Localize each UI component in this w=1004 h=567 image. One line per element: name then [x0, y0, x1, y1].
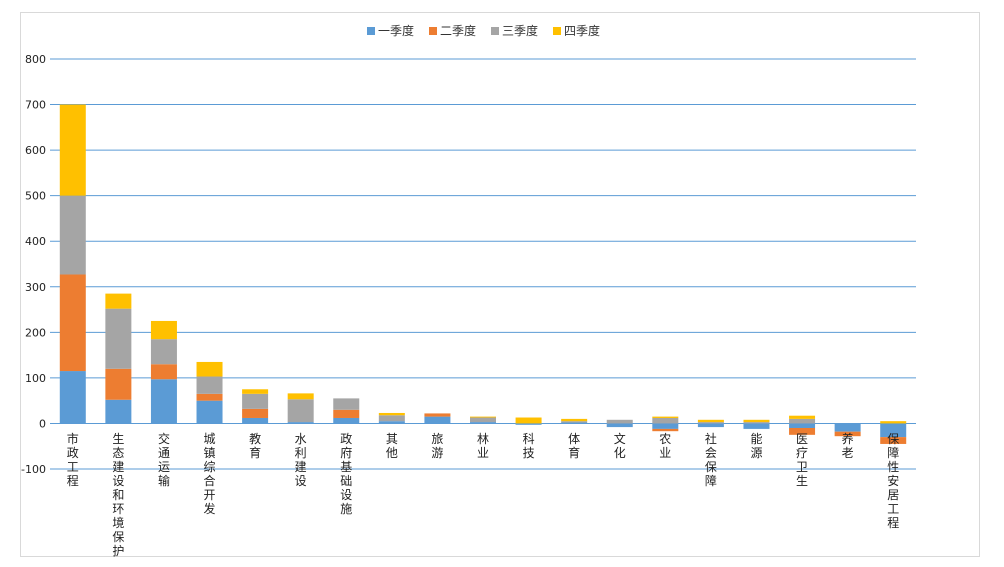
- x-category-label: 体育: [568, 432, 580, 460]
- bar-segment: [834, 423, 861, 432]
- legend-label: 三季度: [502, 23, 538, 38]
- x-category-label: 医疗卫生: [796, 432, 808, 488]
- bar-segment: [515, 423, 542, 425]
- bar-segment: [789, 423, 816, 428]
- x-category-label: 保障性安居工程: [887, 432, 899, 530]
- y-tick-label: 700: [25, 99, 46, 112]
- legend-label: 一季度: [378, 23, 414, 38]
- bar-segment: [150, 379, 177, 424]
- x-category-label: 生态建设和环境保护: [112, 432, 124, 558]
- bar-segment: [652, 423, 679, 429]
- x-category-label: 旅游: [431, 432, 443, 460]
- bar-segment: [287, 393, 314, 400]
- bar-segment: [287, 422, 314, 424]
- x-category-label: 能源: [750, 432, 762, 460]
- y-tick-label: 800: [25, 53, 46, 66]
- bar-segment: [105, 368, 132, 400]
- bar-segment: [59, 274, 86, 372]
- bar-segment: [470, 416, 496, 418]
- bar-segment: [743, 422, 770, 424]
- y-tick-label: 600: [25, 144, 46, 157]
- bar-segment: [378, 421, 405, 424]
- bar-segment: [196, 400, 223, 424]
- bar-segment: [652, 417, 679, 424]
- bar-segment: [105, 308, 132, 369]
- legend-label: 二季度: [440, 23, 476, 38]
- y-tick-label: 100: [25, 372, 46, 385]
- bar-segment: [880, 421, 907, 424]
- legend-swatch: [553, 27, 561, 35]
- bar-segment: [59, 195, 86, 275]
- x-category-label: 文化: [614, 431, 626, 460]
- bar-segment: [789, 428, 816, 435]
- x-category-label: 政府基础设施: [340, 432, 352, 516]
- y-tick-label: -100: [21, 463, 46, 476]
- bar-segment: [150, 339, 177, 365]
- bar-segment: [606, 419, 633, 424]
- x-category-label: 农业: [659, 432, 671, 460]
- x-category-label: 交通运输: [158, 431, 170, 488]
- bar-segment: [105, 399, 132, 424]
- bar-segment: [561, 421, 588, 423]
- bar-segment: [697, 422, 724, 424]
- bar-segment: [242, 408, 269, 418]
- bar-segment: [196, 376, 223, 394]
- bar-segment: [470, 417, 496, 423]
- bar-segment: [470, 422, 496, 424]
- bar-segment: [561, 422, 588, 424]
- bar-segment: [333, 398, 360, 410]
- bar-segment: [606, 423, 633, 428]
- bar-segment: [196, 393, 223, 401]
- bar-segment: [242, 389, 269, 394]
- bar-segment: [789, 418, 816, 424]
- bar-segment: [333, 409, 360, 418]
- bar-segment: [424, 416, 451, 424]
- bar-segment: [150, 320, 177, 340]
- legend-swatch: [491, 27, 499, 35]
- legend-swatch: [429, 27, 437, 35]
- bar-segment: [196, 361, 223, 377]
- bar-segment: [59, 104, 86, 196]
- bar-segment: [59, 371, 86, 424]
- y-tick-label: 400: [25, 235, 46, 248]
- y-tick-label: 300: [25, 281, 46, 294]
- bar-segment: [789, 415, 816, 419]
- y-tick-label: 500: [25, 190, 46, 203]
- bar-segment: [652, 428, 679, 432]
- x-category-label: 社会保障: [705, 431, 717, 488]
- bar-segment: [880, 423, 907, 438]
- legend-label: 四季度: [564, 23, 600, 38]
- bar-segment: [697, 423, 724, 428]
- y-tick-label: 200: [25, 326, 46, 339]
- x-category-label: 城镇综合开发: [204, 432, 216, 516]
- x-category-label: 市政工程: [67, 431, 79, 488]
- bar-segment: [378, 415, 405, 422]
- bar-segment: [333, 417, 360, 424]
- x-category-label: 水利建设: [295, 432, 307, 488]
- bar-segment: [150, 364, 177, 380]
- legend-swatch: [367, 27, 375, 35]
- bar-segment: [652, 416, 679, 418]
- bar-segment: [105, 293, 132, 309]
- bar-segment: [880, 437, 907, 444]
- bar-segment: [242, 417, 269, 424]
- x-category-label: 林业: [477, 432, 489, 460]
- x-category-label: 其他: [386, 432, 398, 460]
- bar-segment: [378, 412, 405, 416]
- bar-segment: [743, 423, 770, 429]
- bar-segment: [424, 413, 451, 417]
- bar-segment: [287, 399, 314, 423]
- bar-segment: [697, 419, 724, 423]
- y-tick-label: 0: [39, 417, 46, 430]
- chart-frame: [20, 12, 980, 557]
- bar-segment: [242, 393, 269, 409]
- x-category-label: 教育: [249, 431, 261, 460]
- bar-segment: [561, 418, 588, 422]
- bar-segment: [834, 431, 861, 437]
- x-category-label: 养老: [842, 431, 854, 460]
- bar-segment: [743, 419, 770, 423]
- bar-segment: [515, 417, 542, 424]
- x-category-label: 科技: [523, 432, 535, 460]
